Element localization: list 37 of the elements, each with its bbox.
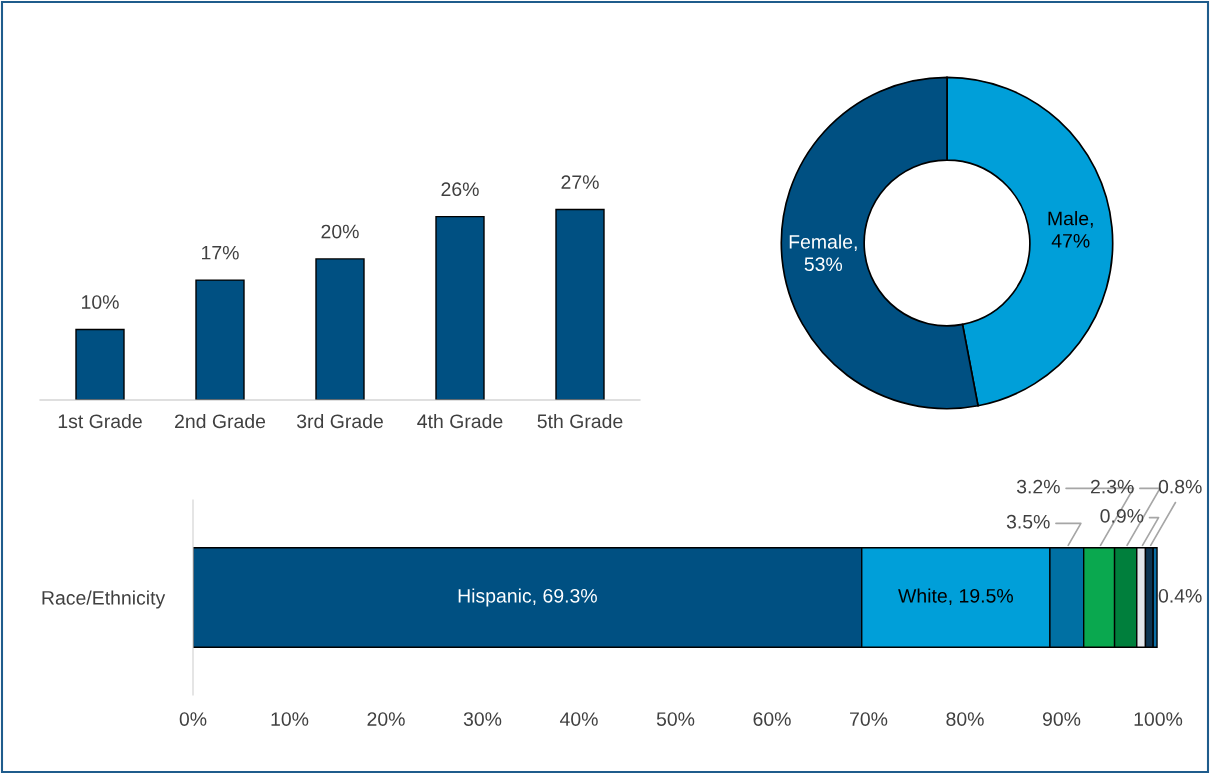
y-tick-label: Race/Ethnicity bbox=[42, 590, 166, 609]
x-tick-label: 80% bbox=[946, 712, 984, 726]
x-tick-label: 20% bbox=[367, 712, 405, 726]
data-label: 26% bbox=[441, 182, 479, 197]
bar bbox=[195, 279, 245, 400]
x-tick-label: 70% bbox=[850, 712, 888, 726]
data-label: 0.4% bbox=[1158, 588, 1202, 603]
data-label: 3.5% bbox=[1006, 514, 1050, 529]
x-tick-label: 30% bbox=[463, 712, 502, 726]
bar bbox=[315, 258, 365, 400]
data-label: 10% bbox=[82, 295, 119, 309]
text: Hispanic, 69.3% bbox=[458, 588, 597, 607]
data-label: 20% bbox=[321, 224, 359, 239]
bar bbox=[435, 215, 485, 400]
bar bbox=[75, 328, 125, 400]
x-tick-label: 40% bbox=[559, 712, 598, 726]
data-label: 3.2% bbox=[1016, 479, 1060, 494]
x-tick-label: 4th Grade bbox=[417, 413, 503, 429]
x-tick-label: 10% bbox=[271, 712, 309, 726]
x-tick-label: 90% bbox=[1042, 712, 1081, 726]
x-tick-label: 50% bbox=[656, 712, 695, 726]
data-label: 17% bbox=[202, 245, 239, 260]
data-label: 27% bbox=[561, 175, 599, 189]
data-label: 0.8% bbox=[1158, 479, 1202, 494]
data-label: 2.3% bbox=[1090, 479, 1134, 494]
x-tick-label: 0% bbox=[179, 712, 207, 726]
text: White, 19.5% bbox=[898, 588, 1013, 606]
x-tick-label: 2nd Grade bbox=[175, 413, 266, 429]
x-tick-label: 5th Grade bbox=[537, 413, 623, 429]
x-tick-label: 100% bbox=[1134, 712, 1183, 726]
x-tick-label: 1st Grade bbox=[58, 413, 142, 429]
slice-label: Male, 47% bbox=[1048, 211, 1093, 248]
slice-label: Female, 53% bbox=[789, 234, 857, 272]
bar bbox=[555, 208, 605, 400]
x-tick-label: 3rd Grade bbox=[296, 413, 383, 429]
data-label: 0.9% bbox=[1100, 509, 1144, 523]
x-tick-label: 60% bbox=[753, 712, 791, 726]
